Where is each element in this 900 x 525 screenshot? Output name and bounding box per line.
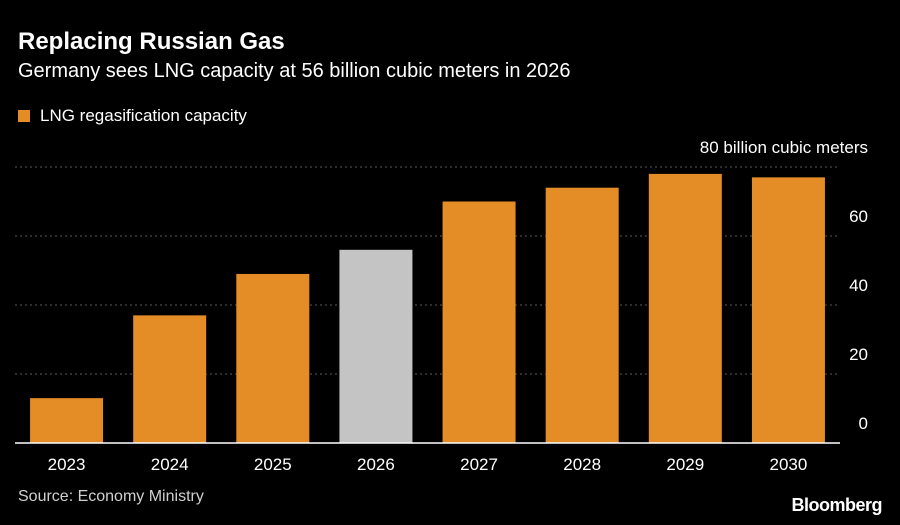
legend-swatch (18, 110, 30, 122)
legend-label: LNG regasification capacity (40, 106, 247, 125)
bar (339, 249, 413, 443)
chart-subtitle: Germany sees LNG capacity at 56 billion … (18, 60, 571, 82)
x-tick-label: 2030 (770, 455, 808, 474)
x-tick-label: 2025 (254, 455, 292, 474)
source-note: Source: Economy Ministry (18, 488, 204, 505)
y-tick-label: 40 (849, 276, 868, 295)
y-tick-label: 0 (859, 414, 868, 433)
bar (751, 177, 825, 443)
bloomberg-logo: Bloomberg (791, 495, 882, 515)
chart-title: Replacing Russian Gas (18, 28, 285, 55)
y-tick-label: 80 billion cubic meters (700, 138, 868, 157)
y-tick-label: 20 (849, 345, 868, 364)
bar (648, 173, 722, 443)
x-tick-label: 2023 (48, 455, 86, 474)
x-tick-label: 2029 (666, 455, 704, 474)
y-tick-label: 60 (849, 207, 868, 226)
x-tick-label: 2024 (151, 455, 189, 474)
legend: LNG regasification capacity (18, 106, 247, 126)
x-tick-label: 2027 (460, 455, 498, 474)
x-tick-label: 2026 (357, 455, 395, 474)
bar (545, 187, 619, 443)
bar (133, 315, 207, 443)
bar (442, 201, 516, 443)
bar (30, 398, 104, 443)
bar (236, 273, 310, 443)
x-tick-label: 2028 (563, 455, 601, 474)
